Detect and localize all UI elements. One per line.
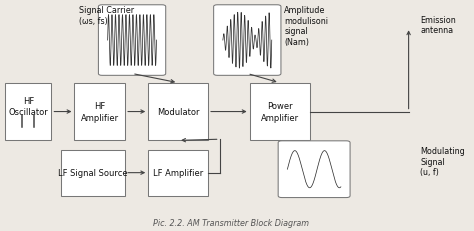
FancyBboxPatch shape <box>214 6 281 76</box>
FancyBboxPatch shape <box>148 150 208 196</box>
Text: Modulator: Modulator <box>157 108 200 116</box>
Text: Modulating
Signal
(u, f): Modulating Signal (u, f) <box>420 146 465 176</box>
Text: Amplitude
modulisoni
signal
(Nam): Amplitude modulisoni signal (Nam) <box>284 6 328 46</box>
FancyBboxPatch shape <box>250 83 310 141</box>
Text: HF
Amplifier: HF Amplifier <box>81 102 119 122</box>
FancyBboxPatch shape <box>99 6 166 76</box>
FancyBboxPatch shape <box>61 150 125 196</box>
FancyBboxPatch shape <box>74 83 125 141</box>
Text: Power
Amplifier: Power Amplifier <box>261 102 299 122</box>
Text: Emission
antenna: Emission antenna <box>420 16 456 35</box>
FancyBboxPatch shape <box>5 83 51 141</box>
Text: Signal Carrier
(ωs, fs): Signal Carrier (ωs, fs) <box>79 6 134 26</box>
FancyBboxPatch shape <box>278 141 350 198</box>
Text: Pic. 2.2. AM Transmitter Block Diagram: Pic. 2.2. AM Transmitter Block Diagram <box>153 218 309 227</box>
Text: LF Amplifier: LF Amplifier <box>153 168 203 177</box>
Text: LF Signal Source: LF Signal Source <box>58 168 128 177</box>
FancyBboxPatch shape <box>148 83 208 141</box>
Text: HF
Oscillator: HF Oscillator <box>9 96 48 116</box>
